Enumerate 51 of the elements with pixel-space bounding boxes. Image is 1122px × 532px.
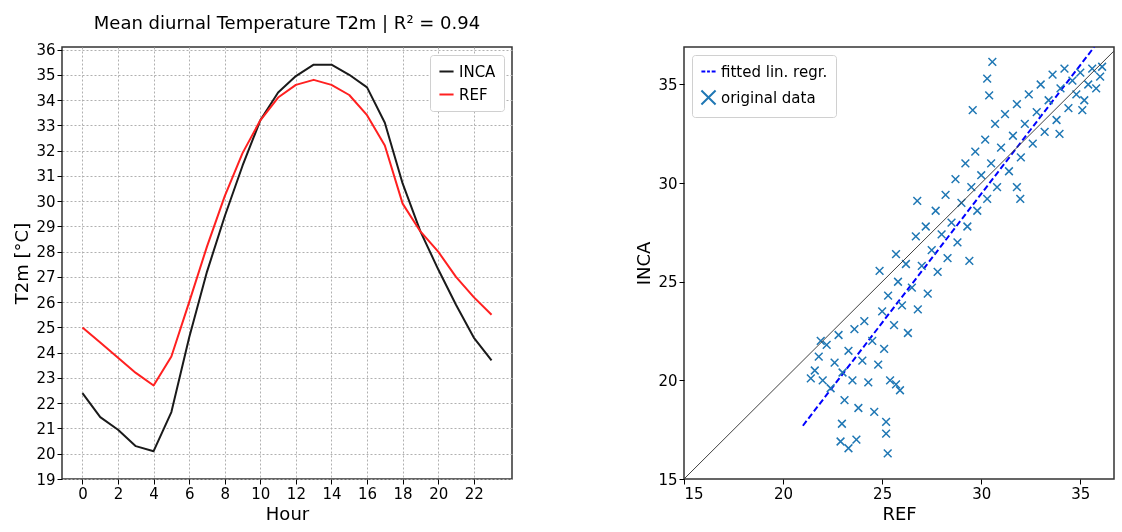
- y-tick-label: 21: [36, 419, 56, 438]
- y-tick-label: 19: [36, 470, 56, 489]
- y-tick-label: 34: [36, 91, 56, 110]
- x-tick-label: 25: [873, 484, 893, 503]
- x-tick-label: 14: [322, 484, 342, 503]
- y-tick-label: 30: [36, 192, 56, 211]
- y-tick-label: 24: [36, 344, 56, 363]
- legend-label: REF: [459, 85, 488, 104]
- y-tick-label: 30: [658, 174, 678, 193]
- y-tick-label: 25: [36, 318, 56, 337]
- y-tick-label: 29: [36, 217, 56, 236]
- legend-label: original data: [721, 88, 816, 107]
- y-axis-title: INCA: [633, 240, 655, 286]
- x-tick-label: 10: [251, 484, 271, 503]
- x-axis-title: Hour: [265, 502, 310, 524]
- x-tick-label: 20: [774, 484, 794, 503]
- x-tick-label: 15: [684, 484, 704, 503]
- line-series: [81, 63, 493, 453]
- y-tick-label: 35: [658, 75, 678, 94]
- y-tick-label: 33: [36, 116, 56, 135]
- y-tick-label: 28: [36, 243, 56, 262]
- y-tick-label: 23: [36, 369, 56, 388]
- y-tick-label: 32: [36, 142, 56, 161]
- x-tick-label: 12: [286, 484, 306, 503]
- y-tick-label: 36: [36, 41, 56, 60]
- y-tick-label: 27: [36, 268, 56, 287]
- x-axis-title: REF: [882, 502, 917, 524]
- x-tick-label: 2: [113, 484, 124, 503]
- chart-title: Mean diurnal Temperature T2m | R² = 0.94: [93, 11, 481, 33]
- x-tick-label: 20: [429, 484, 449, 503]
- y-tick-label: 20: [658, 371, 678, 390]
- x-tick-label: 8: [220, 484, 231, 503]
- y-tick-label: 15: [658, 470, 678, 489]
- line-series: [81, 78, 493, 387]
- legend-label: INCA: [459, 62, 497, 81]
- y-tick-label: 20: [36, 445, 56, 464]
- y-tick-label: 31: [36, 167, 56, 186]
- x-tick-label: 6: [184, 484, 195, 503]
- y-tick-label: 35: [36, 66, 56, 85]
- legend-label: fitted lin. regr.: [721, 62, 828, 81]
- y-tick-label: 25: [658, 273, 678, 292]
- x-tick-label: 30: [972, 484, 992, 503]
- y-tick-label: 26: [36, 293, 56, 312]
- y-tick-label: 22: [36, 394, 56, 413]
- x-tick-label: 16: [357, 484, 378, 503]
- y-axis-title: T2m [°C]: [11, 222, 33, 306]
- x-tick-label: 35: [1071, 484, 1091, 503]
- x-tick-label: 0: [78, 484, 88, 503]
- x-tick-label: 4: [149, 484, 159, 503]
- x-tick-label: 22: [464, 484, 484, 503]
- x-tick-label: 18: [393, 484, 413, 503]
